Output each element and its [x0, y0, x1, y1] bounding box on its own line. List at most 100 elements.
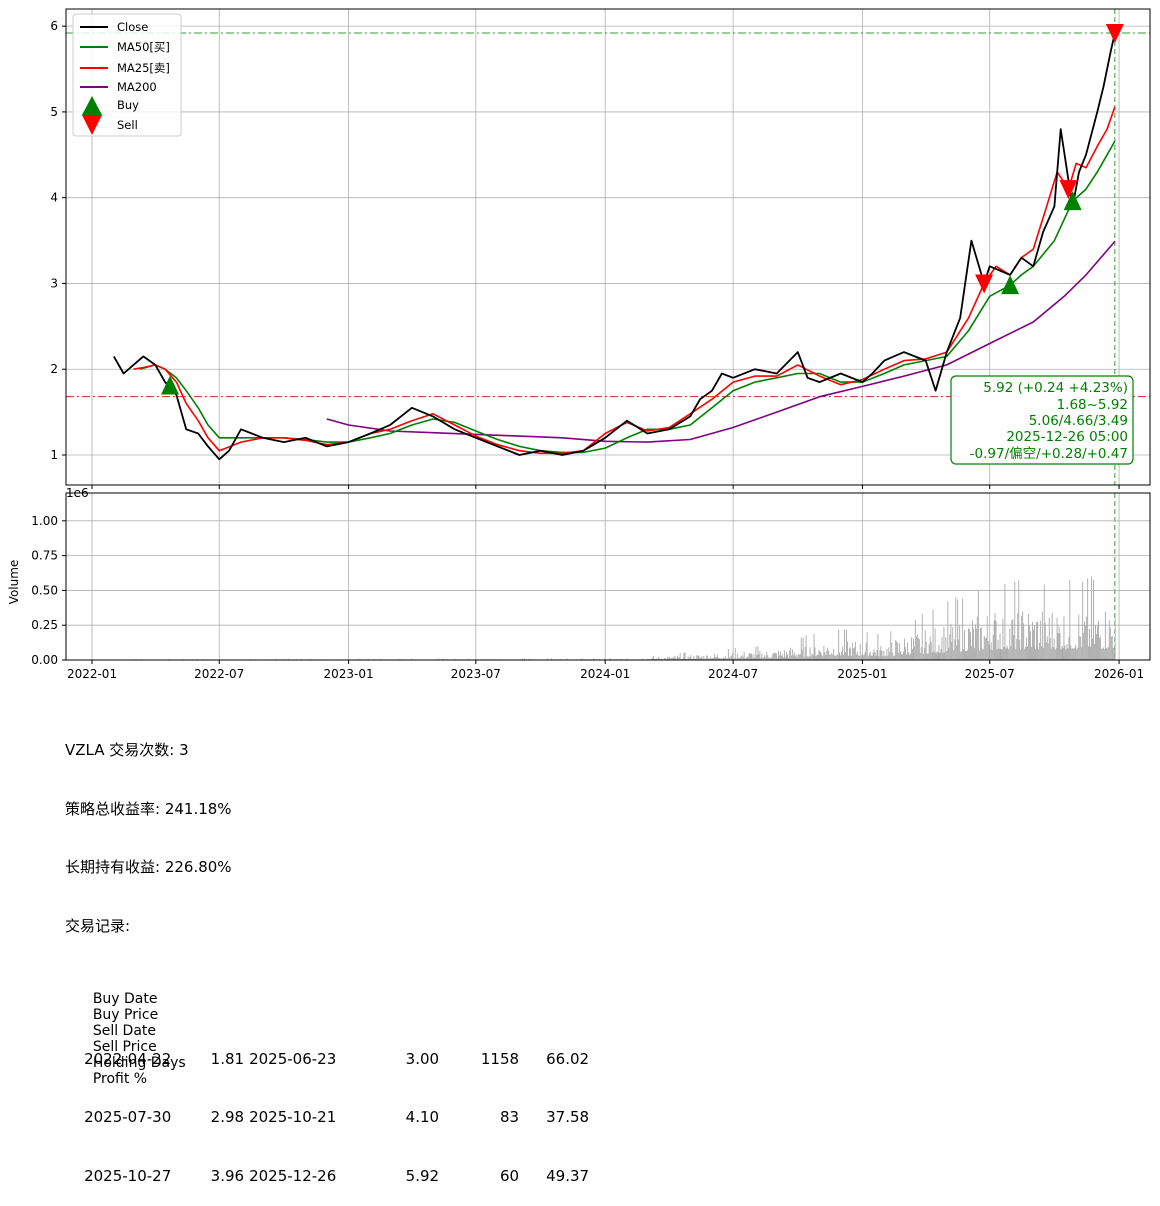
volume-bar — [895, 640, 896, 660]
volume-bar — [1050, 638, 1051, 660]
volume-bar — [1064, 616, 1065, 660]
volume-bar — [793, 655, 794, 660]
volume-bar — [848, 656, 849, 660]
volume-bar — [1084, 621, 1085, 660]
volume-bar — [873, 653, 874, 660]
cell-profit: 66.02 — [519, 1050, 589, 1070]
volume-bar — [1067, 644, 1068, 660]
volume-bar — [860, 644, 861, 661]
volume-bar — [731, 656, 732, 661]
volume-bar — [776, 654, 777, 661]
cell-buy-date: 2022-04-22 — [84, 1050, 206, 1070]
volume-bar — [853, 648, 854, 660]
volume-bar — [864, 654, 865, 660]
volume-bar — [1042, 612, 1043, 660]
volume-bar — [948, 648, 949, 660]
volume-bar — [839, 653, 840, 661]
volume-bar — [774, 653, 775, 661]
trade-table-header: Buy Date Buy Price Sell Date Sell Price … — [65, 975, 589, 991]
volume-bar — [980, 628, 981, 660]
volume-bar — [921, 647, 922, 660]
volume-bar — [917, 635, 918, 660]
volume-bar — [941, 649, 942, 660]
volume-bar — [758, 654, 759, 660]
header-sell-date: Sell Date — [93, 1023, 170, 1039]
price-ytick-label: 6 — [50, 19, 58, 33]
volume-bar — [1100, 636, 1101, 660]
volume-bar — [772, 654, 773, 660]
volume-bar — [1049, 618, 1050, 660]
volume-bar — [944, 652, 945, 660]
volume-bar — [1066, 649, 1067, 660]
volume-bar — [1111, 637, 1112, 660]
volume-bar — [875, 652, 876, 660]
volume-bar — [750, 654, 751, 660]
volume-bar — [912, 649, 913, 660]
cell-holding-days: 1158 — [439, 1050, 519, 1070]
volume-bar — [953, 650, 954, 660]
volume-bar — [1020, 650, 1021, 661]
volume-scale-label: 1e6 — [66, 486, 89, 500]
volume-bar — [817, 655, 818, 660]
cell-profit: 37.58 — [519, 1108, 589, 1128]
volume-bar — [1046, 642, 1047, 660]
volume-ytick-label: 0.00 — [31, 653, 58, 667]
volume-bar — [1090, 647, 1091, 660]
volume-bar — [1096, 634, 1097, 660]
header-buy-date: Buy Date — [93, 991, 169, 1007]
volume-xtick-label: 2025-01 — [837, 667, 887, 681]
volume-bar — [833, 649, 834, 660]
volume-bar — [926, 642, 927, 660]
volume-bar — [1032, 622, 1033, 660]
volume-bar — [861, 655, 862, 660]
strategy-return: 策略总收益率: 241.18% — [65, 800, 589, 820]
volume-bar — [993, 635, 994, 660]
volume-bar — [1002, 649, 1003, 660]
volume-bar — [1006, 649, 1007, 661]
volume-bar — [1068, 648, 1069, 660]
volume-bar — [865, 652, 866, 660]
legend-buy-label: Buy — [117, 98, 139, 112]
volume-bar — [1086, 617, 1087, 661]
volume-bar — [1040, 621, 1041, 660]
volume-bar — [835, 656, 836, 660]
volume-bar — [1029, 626, 1030, 660]
volume-bar — [832, 655, 833, 660]
volume-bar — [1026, 638, 1027, 661]
volume-bar — [960, 652, 961, 660]
volume-bar — [1025, 647, 1026, 660]
volume-bar — [828, 651, 829, 661]
volume-bar — [826, 651, 827, 660]
volume-bar — [1081, 647, 1082, 660]
volume-bar — [903, 652, 904, 661]
volume-bar — [674, 656, 675, 660]
volume-bar — [1103, 647, 1104, 660]
volume-bar — [950, 624, 951, 660]
volume-bar — [1094, 644, 1095, 660]
volume-bar — [965, 651, 966, 660]
volume-bar — [879, 656, 880, 660]
volume-bar — [823, 646, 824, 660]
volume-bar — [858, 655, 859, 660]
volume-bar — [924, 648, 925, 660]
volume-bar — [811, 657, 812, 660]
volume-bar — [1102, 648, 1103, 660]
volume-bar — [798, 654, 799, 660]
volume-bar — [1031, 647, 1032, 660]
volume-bar — [710, 657, 711, 661]
volume-bar — [871, 655, 872, 660]
volume-bar — [1074, 648, 1075, 660]
volume-bar — [876, 656, 877, 660]
volume-bar — [1072, 648, 1073, 660]
volume-bar — [794, 653, 795, 661]
volume-bar — [918, 638, 919, 660]
volume-xtick-label: 2023-01 — [324, 667, 374, 681]
volume-bar — [1005, 584, 1006, 660]
volume-bar — [932, 652, 933, 660]
volume-bar — [937, 652, 938, 661]
volume-bar — [752, 655, 753, 661]
volume-bar — [954, 640, 955, 661]
volume-bar — [979, 650, 980, 660]
price-x-ticks — [92, 485, 1119, 489]
